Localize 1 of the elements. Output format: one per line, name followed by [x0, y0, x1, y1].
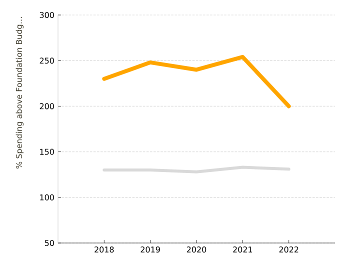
line-series: [102, 54, 291, 108]
